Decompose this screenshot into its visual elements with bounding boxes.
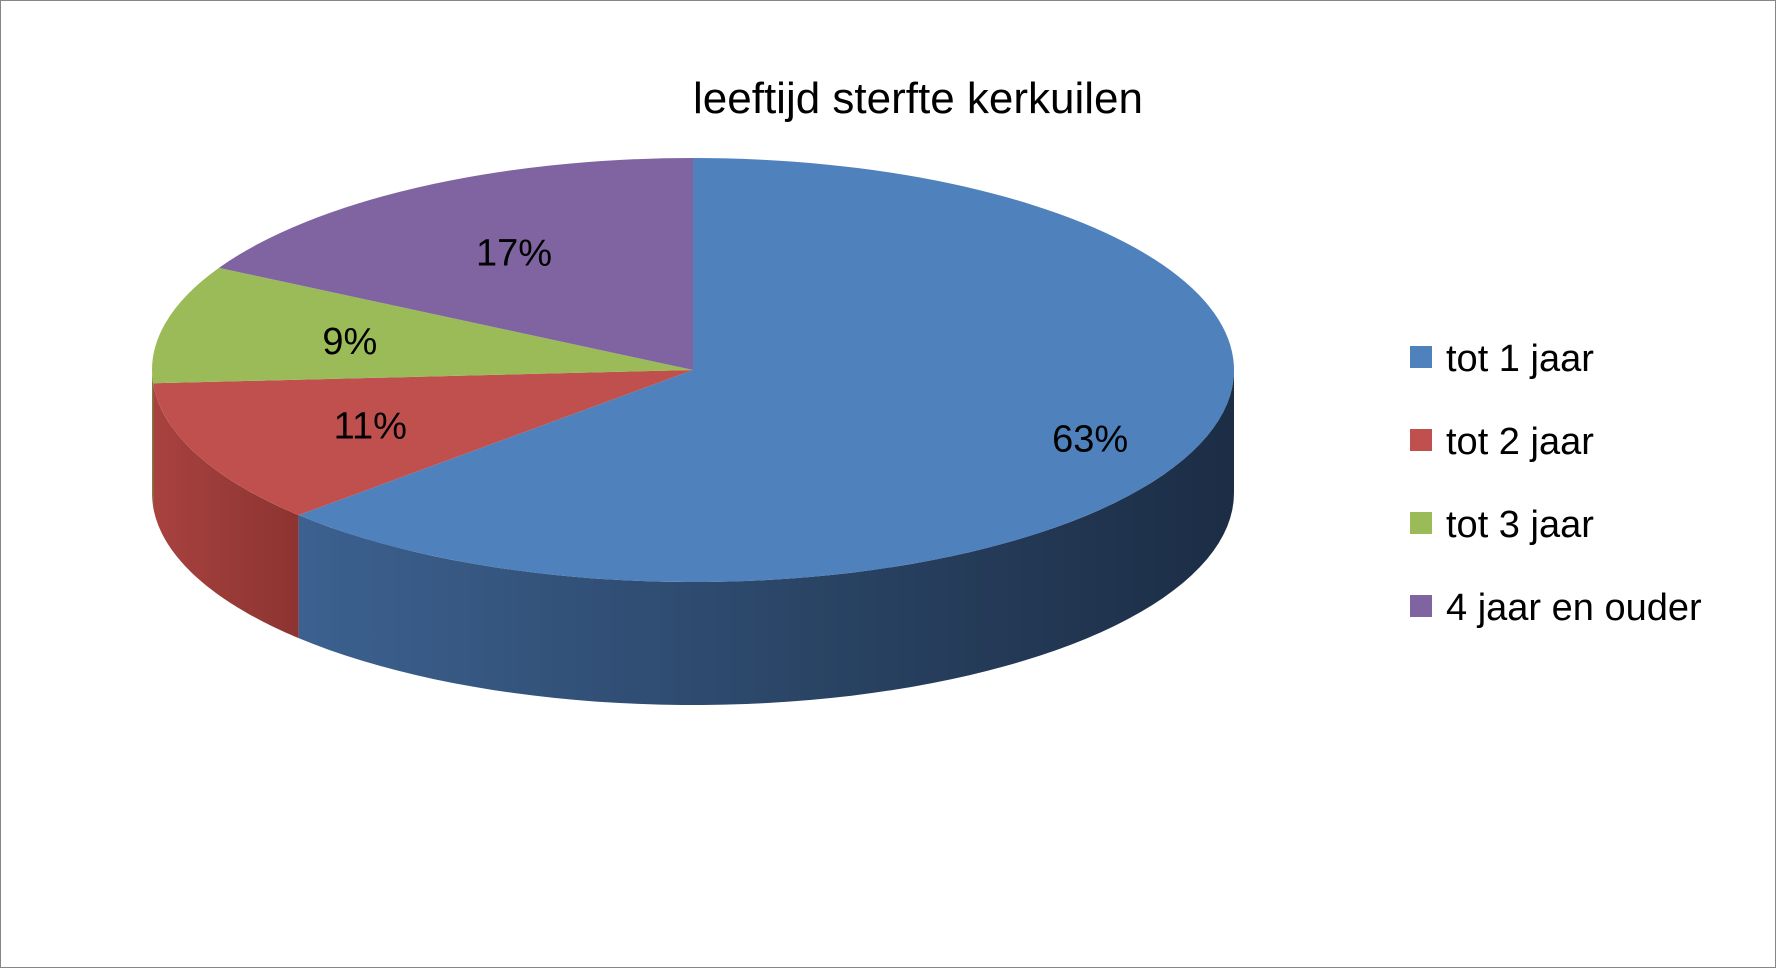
data-label-tot-2-jaar: 11% bbox=[334, 406, 407, 448]
legend-label-tot-2-jaar: tot 2 jaar bbox=[1446, 421, 1594, 463]
pie-side-tot-2-jaar bbox=[153, 383, 299, 639]
data-label-tot-1-jaar: 63% bbox=[1052, 418, 1128, 460]
chart-title: leeftijd sterfte kerkuilen bbox=[693, 74, 1143, 123]
legend-label-tot-3-jaar: tot 3 jaar bbox=[1446, 504, 1594, 546]
pie-data-labels: 63% 11% 9% 17% bbox=[322, 232, 1128, 460]
pie-slice-tot-3-jaar bbox=[152, 267, 693, 384]
pie-slice-4-jaar-en-ouder bbox=[218, 158, 694, 370]
pie-slice-tot-2-jaar bbox=[153, 370, 693, 516]
legend-label-tot-1-jaar: tot 1 jaar bbox=[1446, 338, 1594, 380]
pie-slice-tot-1-jaar bbox=[298, 158, 1235, 582]
pie-slices bbox=[152, 158, 1235, 582]
legend: tot 1 jaar tot 2 jaar tot 3 jaar 4 jaar en … bbox=[1410, 338, 1702, 629]
pie-sides bbox=[152, 370, 1234, 705]
data-label-4-jaar-en-ouder: 17% bbox=[476, 232, 552, 274]
pie-side-tot-3-jaar bbox=[152, 370, 154, 507]
legend-swatch-tot-2-jaar bbox=[1410, 429, 1432, 451]
data-label-tot-3-jaar: 9% bbox=[322, 321, 377, 363]
legend-label-4-jaar-en-ouder: 4 jaar en ouder bbox=[1446, 587, 1702, 629]
legend-swatch-4-jaar-en-ouder bbox=[1410, 595, 1432, 617]
pie-side-tot-1-jaar bbox=[298, 370, 1234, 705]
legend-swatch-tot-1-jaar bbox=[1410, 346, 1432, 368]
legend-swatch-tot-3-jaar bbox=[1410, 512, 1432, 534]
